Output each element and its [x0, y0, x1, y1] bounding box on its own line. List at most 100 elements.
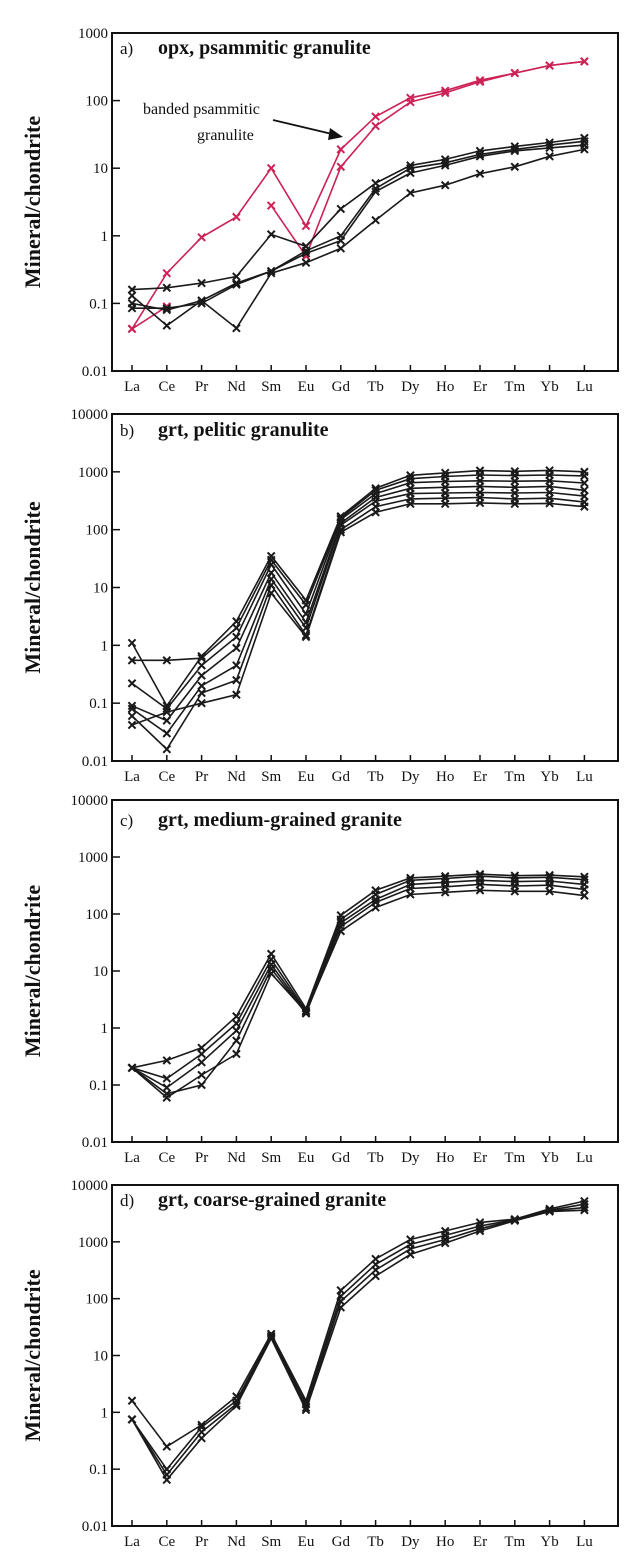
data-point-marker [162, 729, 172, 738]
x-category-label: Er [473, 1534, 487, 1550]
data-point-marker [545, 887, 554, 896]
data-point-marker [510, 146, 520, 156]
x-category-label: Dy [401, 1534, 420, 1550]
data-point-marker [371, 121, 380, 131]
y-tick-label: 100 [86, 1292, 109, 1308]
data-point-marker [197, 1058, 206, 1067]
y-tick-label: 1 [101, 1405, 109, 1421]
series-line [131, 1203, 585, 1471]
data-point-marker [301, 249, 311, 258]
x-category-label: Ho [436, 769, 454, 785]
series-line [131, 889, 585, 1099]
panel-title: grt, coarse-grained granite [158, 1189, 386, 1211]
y-tick-label: 100 [86, 94, 109, 110]
y-tick-label: 0.1 [89, 1462, 108, 1478]
panel-label: b) [120, 421, 134, 440]
y-axis-label: Mineral/chondrite [20, 885, 45, 1058]
data-point-marker [510, 887, 520, 896]
data-point-marker [232, 1026, 241, 1035]
data-point-marker [162, 1442, 172, 1451]
data-point-marker [545, 1207, 554, 1216]
data-point-marker [266, 201, 276, 210]
panel-title: grt, medium-grained granite [158, 809, 402, 831]
data-point-marker [232, 643, 241, 653]
x-category-label: Ce [158, 379, 175, 395]
x-category-label: Eu [298, 1150, 315, 1166]
data-point-marker [197, 1043, 206, 1053]
x-category-label: Ho [436, 1534, 454, 1550]
series-line [131, 879, 585, 1089]
data-point-marker [336, 236, 346, 245]
y-axis-label: Mineral/chondrite [20, 116, 45, 289]
data-point-marker [162, 1475, 172, 1485]
data-point-marker [162, 1074, 172, 1083]
y-tick-label: 100 [86, 523, 109, 539]
x-category-label: Sm [261, 1534, 281, 1550]
data-point-marker [127, 656, 137, 665]
x-category-label: Nd [227, 769, 246, 785]
data-point-marker [127, 720, 137, 730]
data-point-marker [127, 679, 137, 688]
data-point-marker [197, 278, 206, 288]
x-category-label: Gd [332, 1534, 351, 1550]
data-point-marker [580, 1205, 589, 1215]
y-tick-label: 10 [93, 1349, 108, 1365]
x-category-label: Tb [367, 379, 384, 395]
data-point-marker [580, 885, 589, 894]
x-category-label: Ce [158, 1534, 175, 1550]
data-point-marker [162, 701, 172, 711]
data-point-marker [232, 1401, 241, 1411]
x-category-label: Pr [195, 769, 208, 785]
data-point-marker [127, 324, 137, 334]
x-category-label: Sm [261, 769, 281, 785]
series-line [131, 496, 585, 751]
data-point-marker [127, 701, 137, 711]
data-point-marker [475, 886, 485, 895]
data-point-marker [232, 1049, 241, 1059]
data-point-marker [197, 661, 206, 670]
y-tick-label: 10 [93, 161, 108, 177]
x-category-label: Tb [367, 769, 384, 785]
x-category-label: Lu [576, 769, 593, 785]
data-point-marker [197, 1420, 206, 1430]
x-category-label: Sm [261, 379, 281, 395]
data-point-marker [162, 656, 172, 665]
data-point-marker [580, 471, 589, 481]
data-point-marker [162, 321, 172, 330]
panel-label: c) [120, 811, 133, 830]
data-point-marker [510, 499, 520, 509]
data-point-marker [232, 690, 241, 700]
x-category-label: Yb [540, 1534, 558, 1550]
y-tick-label: 0.01 [82, 1519, 108, 1535]
x-category-label: Lu [576, 1534, 593, 1550]
annotation-text: granulite [197, 127, 254, 144]
data-point-marker [545, 499, 554, 508]
x-category-label: Sm [261, 1150, 281, 1166]
x-category-label: Er [473, 1150, 487, 1166]
data-point-marker [266, 230, 276, 239]
data-point-marker [266, 268, 276, 278]
x-category-label: Ho [436, 1150, 454, 1166]
data-point-marker [580, 478, 589, 488]
data-point-marker [301, 632, 311, 642]
x-category-label: Er [473, 769, 487, 785]
data-point-marker [336, 244, 346, 253]
series-line [131, 148, 585, 330]
data-point-marker [197, 1049, 206, 1059]
data-point-marker [580, 133, 589, 143]
y-tick-label: 0.1 [89, 296, 108, 312]
data-point-marker [580, 57, 589, 66]
panel-title: opx, psammitic granulite [158, 37, 371, 59]
data-point-marker [475, 77, 485, 87]
data-point-marker [232, 323, 241, 333]
plot-frame [111, 1184, 619, 1527]
annotation-text: banded psammitic [143, 101, 260, 118]
x-category-label: Eu [298, 379, 315, 395]
series-line [131, 140, 585, 327]
data-point-marker [127, 1396, 137, 1406]
x-category-label: Pr [195, 379, 208, 395]
y-tick-label: 0.01 [82, 364, 108, 380]
data-point-marker [127, 704, 137, 714]
